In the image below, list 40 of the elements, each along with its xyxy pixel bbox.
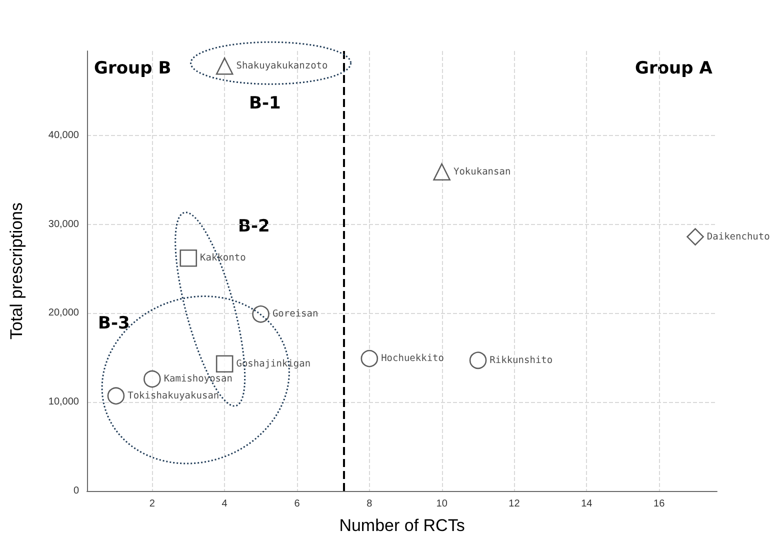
- series-label: Kakkonto: [200, 252, 246, 264]
- point: [433, 163, 450, 181]
- point: [144, 370, 161, 388]
- point: [360, 350, 378, 368]
- series-label: Shakuyakukanzoto: [236, 60, 328, 72]
- series-label: Kamishoyosan: [164, 374, 232, 384]
- point: [107, 387, 125, 405]
- x-tick-label: 8: [366, 498, 373, 510]
- series-label: Yokukansan: [453, 166, 511, 178]
- x-tick-label: 10: [436, 498, 448, 510]
- series-label: Goshajinkigan: [236, 358, 311, 370]
- series-label: Tokishakuyakusan: [128, 390, 220, 402]
- annotation: Group B: [94, 58, 172, 78]
- y-tick-label: 20,000: [48, 308, 80, 319]
- y-tick-label: 0: [73, 486, 80, 496]
- series-label: Rikkunshito: [490, 354, 553, 366]
- x-tick-label: 2: [149, 498, 156, 510]
- series-label: Hochuekkito: [381, 353, 444, 364]
- annotation: B-1: [249, 94, 281, 114]
- point: [216, 57, 234, 75]
- x-tick-label: 4: [222, 498, 228, 510]
- x-tick-label: 16: [654, 498, 666, 510]
- series-label: Goreisan: [272, 308, 318, 320]
- point: [469, 352, 487, 369]
- point: [252, 305, 270, 323]
- point: [216, 355, 234, 373]
- annotation: B-2: [238, 216, 270, 236]
- annotation: B-3: [98, 314, 130, 334]
- y-tick-label: 10,000: [48, 396, 80, 408]
- x-tick-label: 6: [294, 498, 300, 510]
- y-tick-label: 40,000: [48, 130, 80, 141]
- x-tick-label: 14: [581, 498, 593, 510]
- x-axis-title: Number of RCTs: [339, 516, 465, 535]
- series-label: Daikenchuto: [706, 231, 770, 242]
- point: [686, 228, 704, 246]
- x-tick-label: 12: [508, 498, 520, 510]
- point: [180, 249, 198, 267]
- y-tick-label: 30,000: [48, 218, 80, 230]
- y-axis-title: Total prescriptions: [7, 202, 26, 340]
- annotation: Group A: [635, 58, 714, 78]
